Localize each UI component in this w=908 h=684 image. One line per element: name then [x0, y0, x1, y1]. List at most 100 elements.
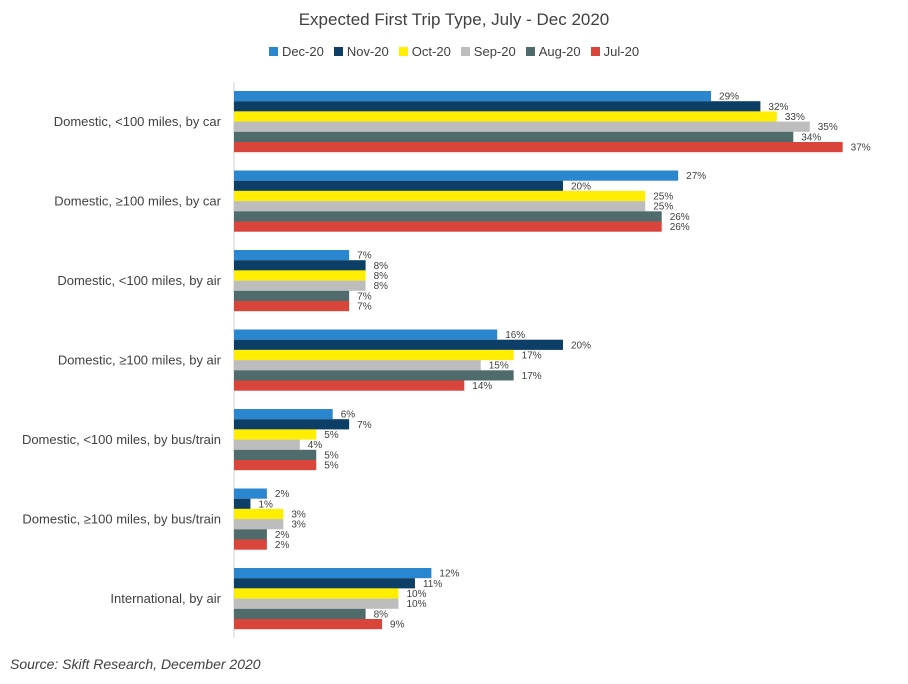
bar	[234, 360, 481, 371]
legend-label: Dec-20	[281, 44, 324, 59]
data-label: 10%	[407, 589, 427, 600]
bar	[234, 329, 498, 340]
bar	[234, 568, 432, 579]
bar	[234, 370, 514, 381]
bar	[234, 598, 399, 609]
bar	[234, 409, 333, 420]
bar	[234, 529, 267, 540]
data-label: 15%	[489, 361, 509, 372]
bar	[234, 498, 251, 509]
data-label: 3%	[291, 520, 306, 531]
data-label: 8%	[374, 261, 389, 272]
data-label: 2%	[275, 530, 290, 541]
bar	[234, 339, 563, 350]
bar	[234, 131, 794, 142]
legend-item: Sep-20	[460, 44, 516, 59]
legend-label: Aug-20	[538, 44, 581, 59]
legend-label: Oct-20	[411, 44, 451, 59]
chart-title: Expected First Trip Type, July - Dec 202…	[298, 10, 610, 29]
data-label: 20%	[571, 340, 591, 351]
data-label: 7%	[357, 420, 372, 431]
bar	[234, 290, 350, 301]
bar	[234, 460, 317, 471]
data-label: 26%	[670, 212, 690, 223]
legend-swatch	[460, 47, 470, 56]
data-label: 3%	[291, 510, 306, 521]
legend-item: Dec-20	[268, 44, 324, 59]
legend-swatch	[398, 47, 408, 56]
data-label: 1%	[258, 499, 273, 510]
bar	[234, 201, 646, 212]
bar	[234, 578, 415, 589]
bar	[234, 439, 300, 450]
bar	[234, 221, 662, 232]
data-label: 29%	[719, 92, 739, 103]
legend-label: Sep-20	[473, 44, 516, 59]
bar	[234, 170, 679, 181]
data-label: 10%	[407, 599, 427, 610]
category-label: Domestic, <100 miles, by car	[54, 114, 222, 129]
bar	[234, 508, 284, 520]
bar	[234, 349, 514, 361]
data-label: 25%	[653, 192, 673, 203]
category-label: Domestic, ≥100 miles, by car	[54, 194, 221, 209]
bar	[234, 449, 317, 460]
data-label: 17%	[522, 371, 542, 382]
data-label: 7%	[357, 302, 372, 313]
data-label: 6%	[341, 410, 356, 421]
data-label: 5%	[324, 461, 339, 472]
legend-item: Jul-20	[590, 44, 640, 59]
bar	[234, 608, 366, 619]
bar	[234, 488, 267, 499]
bar	[234, 91, 712, 102]
bar	[234, 519, 284, 530]
data-label: 9%	[390, 620, 405, 631]
data-label: 33%	[785, 112, 805, 123]
bar	[234, 260, 366, 271]
bar	[234, 121, 810, 132]
legend-item: Aug-20	[525, 44, 581, 59]
legend-swatch	[268, 47, 278, 56]
legend-swatch	[590, 47, 600, 56]
data-label: 8%	[374, 609, 389, 620]
data-label: 2%	[275, 540, 290, 551]
legend-swatch	[333, 47, 343, 56]
category-label: Domestic, ≥100 miles, by air	[58, 353, 222, 368]
bar	[234, 101, 761, 112]
bar	[234, 180, 563, 191]
data-label: 4%	[308, 440, 323, 451]
bar	[234, 250, 350, 261]
legend-label: Nov-20	[346, 44, 389, 59]
bar	[234, 142, 843, 153]
source-note: Source: Skift Research, December 2020	[10, 656, 261, 672]
bar	[234, 270, 366, 281]
bar	[234, 429, 317, 440]
bar	[234, 419, 350, 430]
data-label: 7%	[357, 291, 372, 302]
data-label: 11%	[423, 579, 442, 590]
category-label: Domestic, <100 miles, by bus/train	[22, 432, 221, 447]
data-label: 2%	[275, 489, 290, 500]
category-label: Domestic, <100 miles, by air	[57, 273, 221, 288]
legend-item: Oct-20	[398, 44, 451, 59]
bar	[234, 190, 646, 202]
data-label: 5%	[324, 450, 339, 461]
legend-label: Jul-20	[603, 44, 640, 59]
data-label: 14%	[472, 381, 492, 392]
bar	[234, 380, 465, 391]
bar	[234, 619, 383, 630]
data-label: 35%	[818, 122, 838, 133]
chart-legend: Dec-20 Nov-20 Oct-20 Sep-20 Aug-20 Jul-20	[0, 44, 908, 59]
data-label: 27%	[686, 171, 706, 182]
bar	[234, 280, 366, 291]
bar	[234, 211, 662, 222]
data-label: 26%	[670, 222, 690, 233]
bar	[234, 588, 399, 599]
data-label: 16%	[505, 330, 525, 341]
data-label: 34%	[801, 132, 821, 143]
data-label: 8%	[374, 281, 389, 292]
legend-swatch	[525, 47, 535, 56]
data-label: 20%	[571, 181, 591, 192]
data-label: 8%	[374, 271, 389, 282]
data-label: 5%	[324, 430, 339, 441]
